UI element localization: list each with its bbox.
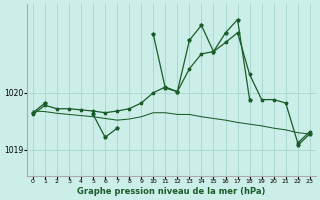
X-axis label: Graphe pression niveau de la mer (hPa): Graphe pression niveau de la mer (hPa) (77, 187, 266, 196)
